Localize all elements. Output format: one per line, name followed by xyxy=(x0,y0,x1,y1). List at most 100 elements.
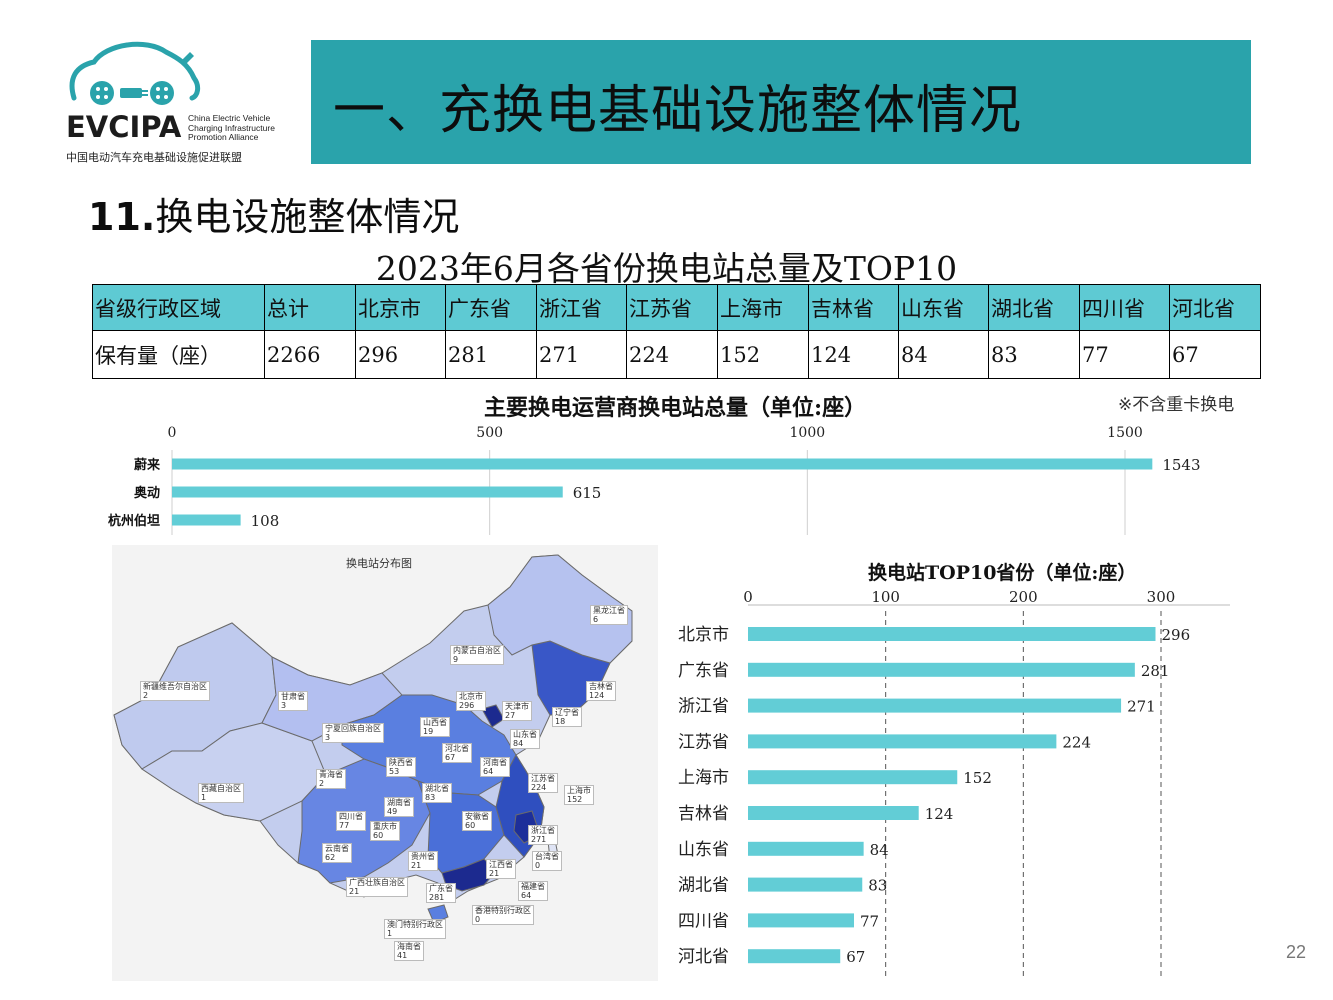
map-region-label: 湖北省 83 xyxy=(422,783,452,803)
map-region-value: 49 xyxy=(387,807,398,816)
map-region-label: 青海省 2 xyxy=(316,769,346,789)
map-region-label: 广东省 281 xyxy=(426,883,456,903)
map-region-label: 湖南省 49 xyxy=(384,797,414,817)
bar xyxy=(748,698,1122,713)
map-region-value: 21 xyxy=(411,861,422,870)
map-region-name: 广西壮族自治区 xyxy=(349,878,405,887)
map-region-value: 19 xyxy=(423,727,434,736)
category-label: 河北省 xyxy=(678,947,729,967)
bar xyxy=(748,877,863,892)
map-region-label: 江苏省 224 xyxy=(528,773,558,793)
data-label: 224 xyxy=(1062,733,1091,751)
map-region-value: 1 xyxy=(387,929,393,938)
map-region-label: 内蒙古自治区 9 xyxy=(450,645,504,665)
map-region-value: 53 xyxy=(389,767,400,776)
table-cell: 124 xyxy=(808,330,899,379)
map-region-label: 河北省 67 xyxy=(442,743,472,763)
map-region-name: 台湾省 xyxy=(535,852,559,861)
map-region-name: 河南省 xyxy=(483,758,507,767)
map-region-name: 山东省 xyxy=(513,730,537,739)
data-label: 83 xyxy=(868,877,887,895)
map-region-label: 重庆市 60 xyxy=(370,821,400,841)
category-label: 奥动 xyxy=(134,485,160,501)
map-region-label: 宁夏回族自治区 3 xyxy=(322,723,384,743)
map-region-name: 澳门特别行政区 xyxy=(387,920,443,929)
map-region-name: 重庆市 xyxy=(373,822,397,831)
logo-chinese-name: 中国电动汽车充电基础设施促进联盟 xyxy=(66,151,242,164)
section-title-text: 换电设施整体情况 xyxy=(155,195,460,239)
map-region-value: 3 xyxy=(281,701,287,710)
x-tick-label: 1000 xyxy=(790,425,826,441)
banner-title: 一、充换电基础设施整体情况 xyxy=(333,81,1023,141)
top10-bar-chart: 0 100 200 300 北京市 296 广东省 281 浙江省 271 江苏省 224 上海市 152… xyxy=(678,588,1230,977)
map-region-value: 2 xyxy=(143,691,149,700)
map-region-name: 北京市 xyxy=(459,692,483,701)
map-region-name: 山西省 xyxy=(423,718,447,727)
map-region-name: 陕西省 xyxy=(389,758,413,767)
category-label: 吉林省 xyxy=(678,804,729,824)
data-label: 1543 xyxy=(1162,456,1200,474)
top10-chart-title: 换电站TOP10省份（单位:座） xyxy=(868,562,1137,584)
data-label: 67 xyxy=(846,948,865,966)
map-region-label: 广西壮族自治区 21 xyxy=(346,877,408,897)
map-region-label: 福建省 64 xyxy=(518,881,548,901)
category-label: 杭州伯坦 xyxy=(108,513,160,529)
bar xyxy=(172,486,563,498)
data-label: 84 xyxy=(870,841,889,859)
map-region-label: 山西省 19 xyxy=(420,717,450,737)
section-number: 11. xyxy=(88,195,156,239)
page-number: 22 xyxy=(1286,942,1307,962)
table-cell: 77 xyxy=(1079,330,1170,379)
table-header-cell: 湖北省 xyxy=(988,284,1080,331)
data-label: 124 xyxy=(925,805,954,823)
table-cell: 296 xyxy=(355,330,446,379)
table-cell: 保有量（座） xyxy=(92,330,265,379)
category-label: 江苏省 xyxy=(678,732,729,752)
table-title: 2023年6月各省份换电站总量及TOP10 xyxy=(0,242,1333,290)
table-header-cell: 河北省 xyxy=(1169,284,1261,331)
map-region-name: 新疆维吾尔自治区 xyxy=(143,682,207,691)
table-cell: 281 xyxy=(445,330,537,379)
table-header-cell: 四川省 xyxy=(1079,284,1170,331)
map-region-value: 1 xyxy=(201,793,207,802)
table-cell: 152 xyxy=(717,330,809,379)
map-region-name: 江苏省 xyxy=(531,774,555,783)
map-region-name: 安徽省 xyxy=(465,812,489,821)
map-region-value: 21 xyxy=(349,887,360,896)
category-label: 广东省 xyxy=(678,661,729,681)
section-title: 11.换电设施整体情况 xyxy=(88,186,459,241)
map-region-label: 北京市 296 xyxy=(456,691,486,711)
category-label: 浙江省 xyxy=(678,697,729,717)
map-region-value: 21 xyxy=(489,869,500,878)
table-cell: 2266 xyxy=(264,330,356,379)
table-header-row: 省级行政区域 总计 北京市 广东省 浙江省 江苏省 上海市 吉林省 山东省 湖北… xyxy=(92,284,1261,331)
map-region-value: 18 xyxy=(555,717,566,726)
map-region-name: 辽宁省 xyxy=(555,708,579,717)
map-region-value: 0 xyxy=(535,861,541,870)
map-region-name: 吉林省 xyxy=(589,682,613,691)
map-region-name: 海南省 xyxy=(397,942,421,951)
table-cell: 224 xyxy=(626,330,718,379)
map-region-label: 贵州省 21 xyxy=(408,851,438,871)
table-header-cell: 北京市 xyxy=(355,284,446,331)
map-region-label: 吉林省 124 xyxy=(586,681,616,701)
map-region-label: 河南省 64 xyxy=(480,757,510,777)
map-region-label: 新疆维吾尔自治区 2 xyxy=(140,681,210,701)
operator-chart-title: 主要换电运营商换电站总量（单位:座） xyxy=(484,395,867,421)
map-region-value: 9 xyxy=(453,655,459,664)
map-region-label: 海南省 41 xyxy=(394,941,424,961)
data-label: 281 xyxy=(1141,662,1170,680)
map-title: 换电站分布图 xyxy=(346,557,412,570)
table-header-cell: 山东省 xyxy=(898,284,989,331)
bar xyxy=(748,841,864,856)
map-region-value: 281 xyxy=(429,893,445,902)
map-region-value: 0 xyxy=(475,915,481,924)
data-label: 615 xyxy=(573,484,602,502)
map-region-name: 甘肃省 xyxy=(281,692,305,701)
category-label: 四川省 xyxy=(678,911,729,931)
map-region-value: 83 xyxy=(425,793,436,802)
map-region-label: 陕西省 53 xyxy=(386,757,416,777)
map-region-value: 41 xyxy=(397,951,408,960)
map-region-label: 云南省 62 xyxy=(322,843,352,863)
table-header-cell: 上海市 xyxy=(717,284,809,331)
